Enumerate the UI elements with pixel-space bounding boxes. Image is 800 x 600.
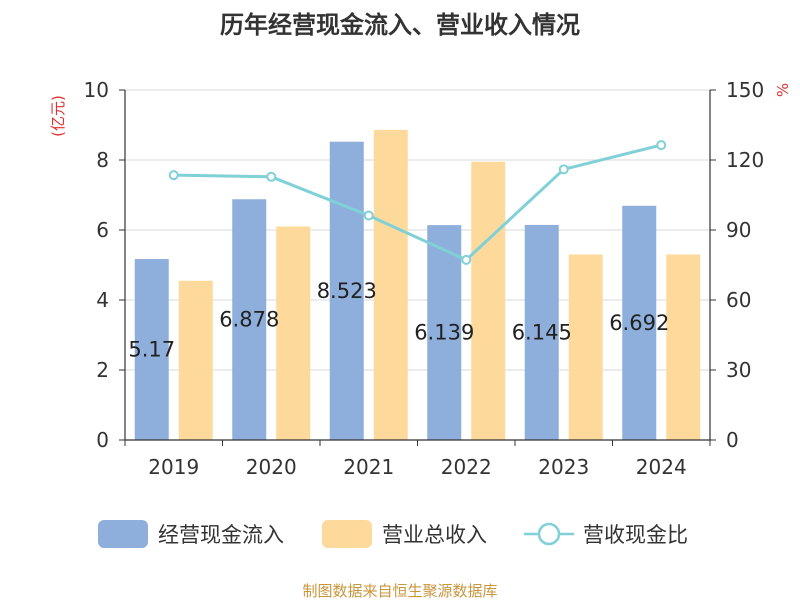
bar	[666, 254, 701, 440]
data-label: 8.523	[317, 279, 377, 303]
x-tick-label: 2020	[246, 455, 297, 479]
y-right-tick-label: 120	[726, 148, 764, 172]
ratio-point	[266, 171, 277, 182]
ratio-line-path	[173, 143, 662, 262]
y-left-tick-label: 4	[96, 288, 109, 312]
bar	[524, 224, 559, 440]
data-label: 6.145	[512, 320, 572, 344]
ratio-line	[168, 140, 667, 265]
x-tick-label: 2023	[538, 455, 589, 479]
y-left-tick-label: 10	[84, 78, 109, 102]
y-right-tick-label: 60	[726, 288, 751, 312]
chart-title: 历年经营现金流入、营业收入情况	[220, 11, 580, 39]
y-right-tick-label: 150	[726, 78, 764, 102]
bars	[134, 129, 701, 440]
y-right-unit: %	[774, 83, 792, 97]
ratio-point	[656, 140, 667, 151]
x-tick-label: 2024	[636, 455, 687, 479]
data-label: 6.692	[609, 311, 669, 335]
bar	[232, 199, 267, 440]
data-label: 6.878	[219, 308, 279, 332]
y-left-tick-label: 6	[96, 218, 109, 242]
axes: 0 2 4 6 8 10 0 30 60 90 120 150 2019 2020 2021 2022 2023…	[84, 78, 765, 479]
ratio-point	[363, 210, 374, 221]
legend-swatch	[98, 520, 148, 548]
data-label: 6.139	[414, 321, 474, 345]
x-tick-label: 2021	[343, 455, 394, 479]
legend-label: 营收现金比	[583, 523, 688, 547]
bar	[276, 226, 311, 440]
x-tick-label: 2022	[441, 455, 492, 479]
bar	[568, 254, 603, 440]
y-left-unit: (亿元)	[49, 95, 67, 137]
bar	[178, 280, 213, 440]
bar	[373, 129, 408, 440]
legend-swatch	[322, 520, 372, 548]
data-label: 5.17	[128, 338, 175, 362]
y-left-tick-label: 2	[96, 358, 109, 382]
y-right-tick-label: 0	[726, 428, 739, 452]
y-right-tick-label: 30	[726, 358, 751, 382]
source-note: 制图数据来自恒生聚源数据库	[302, 582, 497, 600]
y-right-tick-label: 90	[726, 218, 751, 242]
ratio-point	[461, 254, 472, 265]
ratio-point	[168, 170, 179, 181]
y-left-tick-label: 8	[96, 148, 109, 172]
legend-marker	[537, 522, 561, 546]
data-labels: 5.17 6.878 8.523 6.139 6.145 6.692	[128, 279, 669, 362]
bar	[622, 205, 657, 440]
legend-label: 营业总收入	[382, 523, 487, 547]
legend-label: 经营现金流入	[158, 523, 284, 547]
ratio-point	[558, 164, 569, 175]
bar	[329, 141, 364, 440]
bar	[134, 259, 169, 440]
bar	[427, 225, 462, 440]
x-tick-label: 2019	[148, 455, 199, 479]
gridlines	[125, 89, 710, 371]
y-left-tick-label: 0	[96, 428, 109, 452]
legend: 经营现金流入 营业总收入 营收现金比	[98, 520, 688, 548]
bar	[471, 161, 506, 440]
